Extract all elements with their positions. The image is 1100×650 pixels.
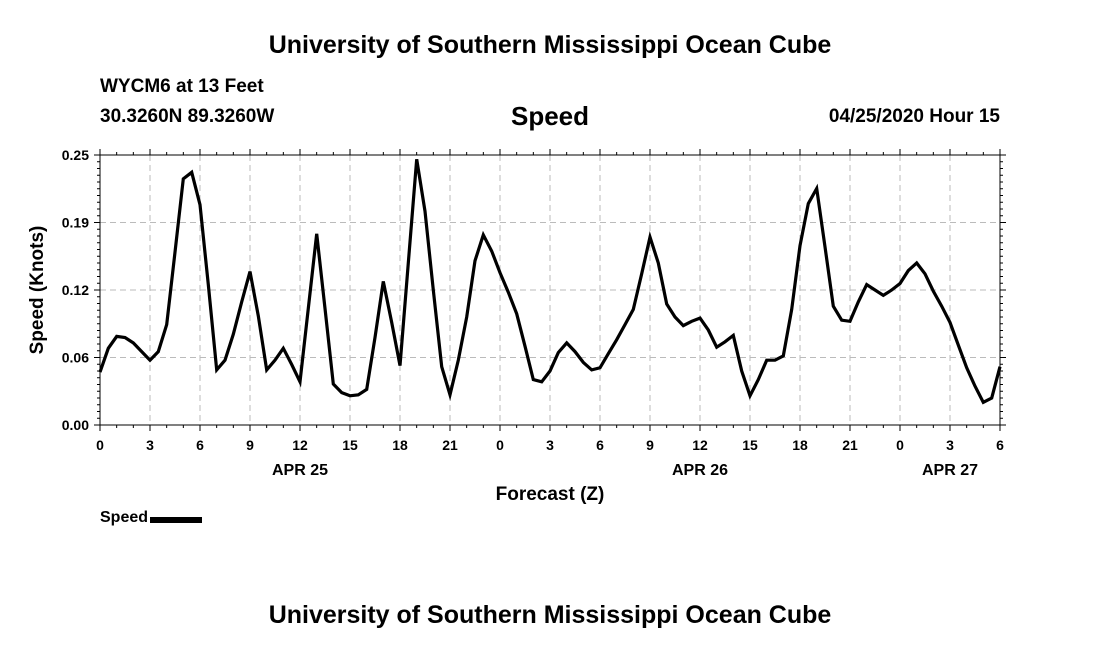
x-tick-label: 3	[546, 437, 554, 453]
x-tick-label: 6	[996, 437, 1004, 453]
x-tick-label: 6	[596, 437, 604, 453]
x-tick-label: 0	[896, 437, 904, 453]
y-tick-label: 0.19	[62, 215, 89, 231]
x-tick-label: 21	[442, 437, 458, 453]
x-tick-label: 15	[742, 437, 758, 453]
x-tick-label: 3	[146, 437, 154, 453]
date-label: APR 26	[672, 462, 728, 479]
x-tick-label: 21	[842, 437, 858, 453]
y-axis-label: Speed (Knots)	[27, 226, 48, 355]
chart-header-title: University of Southern Mississippi Ocean…	[268, 31, 832, 59]
legend-swatch	[150, 517, 203, 523]
x-tick-labels: 0 3 6 9 12 15 18 21 0 3 6 9 12 15 18 21 0 3 6	[96, 437, 1004, 453]
x-tick-label: 12	[292, 437, 308, 453]
x-axis-label: Forecast (Z)	[496, 484, 605, 505]
y-tick-label: 0.00	[62, 417, 89, 433]
date-labels: APR 25 APR 26 APR 27	[272, 462, 978, 479]
y-tick-labels: 0.00 0.06 0.12 0.19 0.25	[62, 147, 89, 433]
x-tick-label: 9	[246, 437, 254, 453]
x-tick-label: 15	[342, 437, 358, 453]
plot-frame	[99, 154, 1001, 426]
grid-lines	[100, 155, 1000, 425]
date-label: APR 25	[272, 462, 328, 479]
y-tick-label: 0.12	[62, 282, 89, 298]
series-line-speed	[98, 159, 1002, 405]
forecast-datetime: 04/25/2020 Hour 15	[828, 106, 1000, 127]
x-tick-label: 18	[792, 437, 808, 453]
date-label: APR 27	[922, 462, 978, 479]
y-tick-label: 0.25	[62, 147, 89, 163]
y-tick-label: 0.06	[62, 350, 89, 366]
legend: Speed	[100, 509, 203, 527]
station-label: WYCM6 at 13 Feet	[100, 76, 264, 97]
x-tick-label: 18	[392, 437, 408, 453]
coordinates-label: 30.3260N 89.3260W	[100, 106, 275, 127]
chart-title: Speed	[510, 101, 590, 131]
x-tick-label: 6	[196, 437, 204, 453]
x-tick-label: 0	[496, 437, 504, 453]
x-tick-label: 9	[646, 437, 654, 453]
x-tick-label: 3	[946, 437, 954, 453]
legend-label: Speed	[100, 509, 149, 526]
x-tick-label: 0	[96, 437, 104, 453]
x-tick-label: 12	[692, 437, 708, 453]
chart-footer-title: University of Southern Mississippi Ocean…	[268, 601, 832, 629]
